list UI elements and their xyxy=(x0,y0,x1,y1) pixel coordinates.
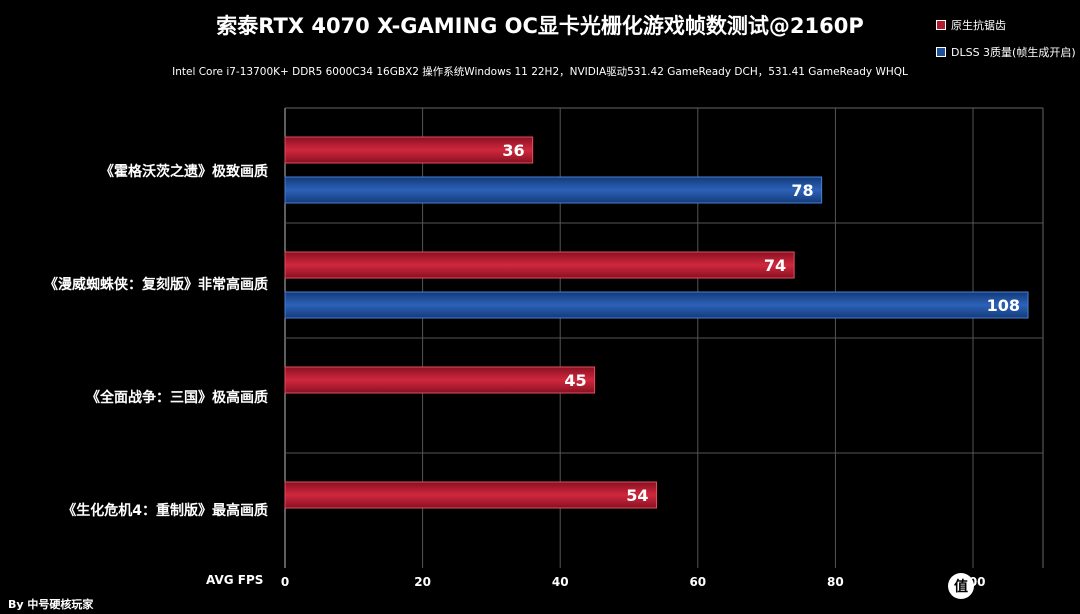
bar-dlss xyxy=(284,291,1029,319)
legend-label-dlss: DLSS 3质量(帧生成开启) xyxy=(951,46,1076,59)
watermark-logo: 值 xyxy=(948,573,974,599)
category-label: 《霍格沃茨之遗》极致画质 xyxy=(100,164,268,180)
legend-swatch-native xyxy=(936,20,946,30)
category-label: 《漫威蜘蛛侠：复刻版》非常高画质 xyxy=(44,277,268,293)
x-tick-label: 40 xyxy=(552,575,569,589)
bar-value-label: 54 xyxy=(626,486,648,505)
legend-item-native: 原生抗锯齿 xyxy=(936,17,1006,33)
legend-item-dlss: DLSS 3质量(帧生成开启) xyxy=(936,44,1076,60)
bar-value-label: 108 xyxy=(987,296,1020,315)
bar-native xyxy=(284,366,596,394)
x-tick-label: 20 xyxy=(414,575,431,589)
svg-text:值: 值 xyxy=(954,578,968,595)
x-tick-label: 60 xyxy=(689,575,706,589)
bar-native xyxy=(284,481,658,509)
x-axis-label: AVG FPS xyxy=(206,573,264,587)
bar-value-label: 36 xyxy=(502,141,524,160)
bar-value-label: 45 xyxy=(564,371,586,390)
bar-value-label: 78 xyxy=(791,181,813,200)
category-label: 《生化危机4：重制版》最高画质 xyxy=(62,503,268,519)
category-label: 《全面战争：三国》极高画质 xyxy=(86,390,268,406)
legend-label-native: 原生抗锯齿 xyxy=(951,19,1006,32)
bar-dlss xyxy=(284,176,823,204)
bar-native xyxy=(284,136,534,164)
bar-value-label: 74 xyxy=(764,256,786,275)
chart-title: 索泰RTX 4070 X-GAMING OC显卡光栅化游戏帧数测试@2160P xyxy=(216,14,864,38)
credit-text: By 中号硬核玩家 xyxy=(8,598,94,611)
bar-native xyxy=(284,251,795,279)
chart-subtitle: Intel Core i7-13700K+ DDR5 6000C34 16GBX… xyxy=(172,66,908,78)
legend-swatch-dlss xyxy=(936,47,946,57)
x-tick-label: 80 xyxy=(827,575,844,589)
x-tick-label: 0 xyxy=(281,575,289,589)
